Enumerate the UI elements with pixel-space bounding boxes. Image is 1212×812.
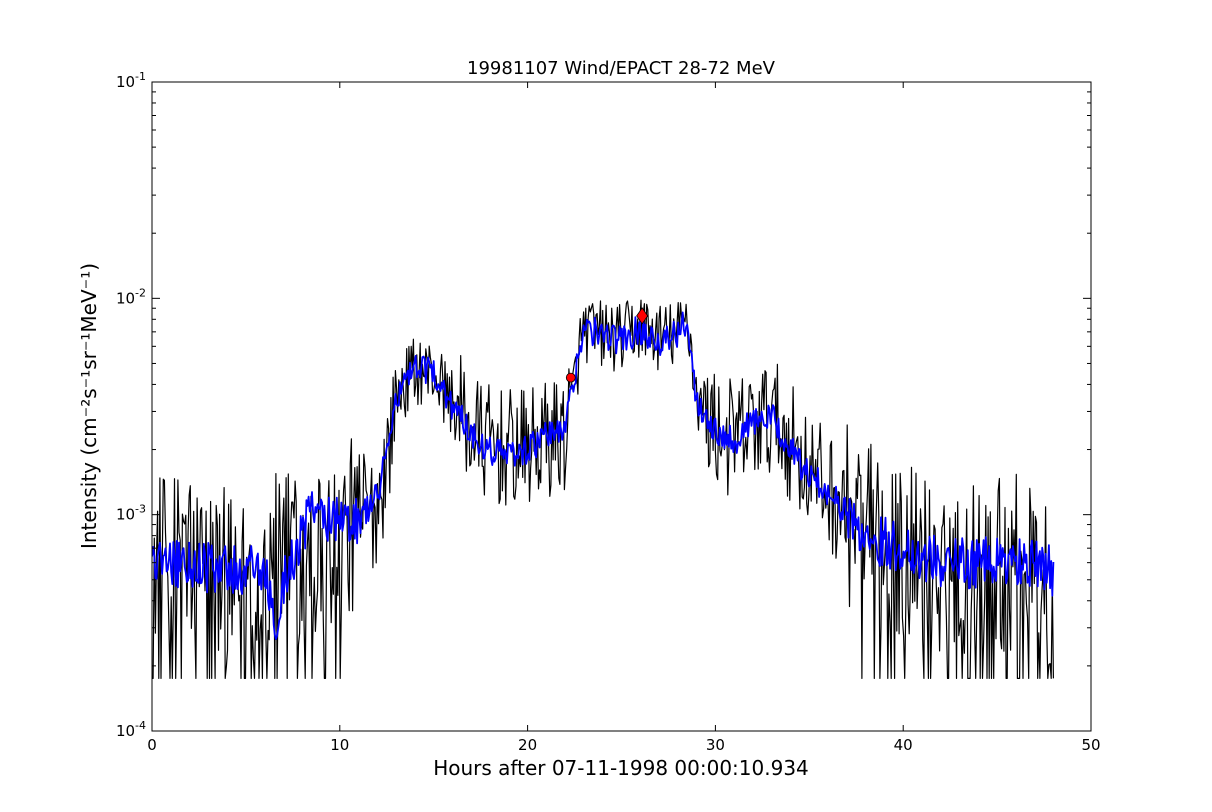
marker-diamond: [636, 307, 649, 325]
series-line-raw: [152, 299, 1054, 680]
x-tick-label: 30: [706, 736, 725, 754]
x-tick-label: 0: [147, 736, 157, 754]
marker-circle: [565, 372, 576, 383]
y-tick-label: 10-4: [116, 719, 146, 740]
x-tick-label: 10: [330, 736, 349, 754]
series-layer: [152, 299, 1055, 680]
x-axis-label: Hours after 07-11-1998 00:00:10.934: [433, 756, 809, 780]
plot-frame: [151, 81, 1092, 732]
y-axis: 10-4 10-3 10-2 10-1: [116, 70, 1091, 740]
x-tick-label: 20: [518, 736, 537, 754]
y-tick-label: 10-1: [116, 70, 146, 91]
x-tick-label: 50: [1081, 736, 1100, 754]
y-tick-label: 10-2: [116, 286, 146, 307]
series-line-smoothed: [152, 311, 1055, 640]
x-tick-label: 40: [894, 736, 913, 754]
marker-layer: [565, 307, 649, 383]
y-axis-label: Intensity (cm⁻²s⁻¹sr⁻¹MeV⁻¹): [77, 263, 101, 549]
chart-title: 19981107 Wind/EPACT 28-72 MeV: [467, 58, 776, 79]
x-axis: 0 10 20 30 40 50: [147, 82, 1101, 754]
plot-area: [151, 81, 1092, 732]
y-tick-label: 10-3: [116, 503, 146, 524]
